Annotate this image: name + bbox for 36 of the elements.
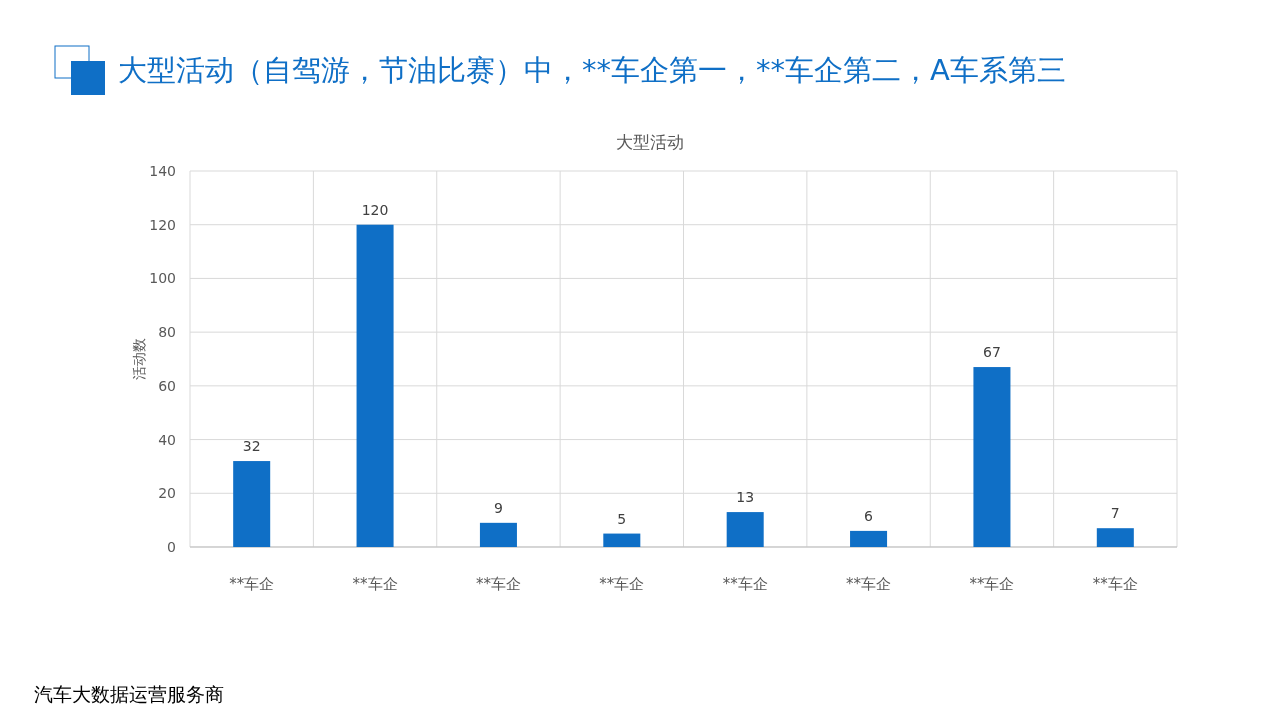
bar <box>479 522 517 547</box>
data-label: 67 <box>983 344 1001 361</box>
bar <box>850 530 888 547</box>
bar <box>726 512 764 547</box>
x-tick-label: **车企 <box>1092 575 1138 593</box>
bar <box>1096 528 1134 547</box>
x-tick-label: **车企 <box>969 575 1015 593</box>
y-axis-title: 活动数 <box>131 338 147 380</box>
y-tick-label: 0 <box>167 539 176 555</box>
bar <box>356 224 394 547</box>
chart-subtitle: 大型活动 <box>616 132 684 152</box>
bar <box>603 533 641 547</box>
bar <box>973 367 1011 547</box>
y-tick-label: 100 <box>149 270 176 287</box>
data-label: 5 <box>617 510 627 527</box>
x-tick-label: **车企 <box>475 575 521 593</box>
data-label: 7 <box>1110 505 1120 522</box>
x-tick-label: **车企 <box>352 575 398 593</box>
data-label: 6 <box>864 507 874 524</box>
x-tick-label: **车企 <box>722 575 768 593</box>
y-tick-label: 60 <box>158 377 176 394</box>
bar <box>233 461 271 547</box>
text: 汽车大数据运营服务商 <box>34 683 224 705</box>
data-label: 32 <box>242 438 261 455</box>
y-tick-label: 40 <box>158 431 176 448</box>
y-tick-label: 120 <box>149 216 176 233</box>
x-tick-label: **车企 <box>846 575 892 593</box>
data-label: 9 <box>493 499 503 516</box>
data-label: 120 <box>361 201 389 218</box>
chart-title: 大型活动（自驾游，节油比赛）中，**车企第一，**车企第二，A车系第三 <box>118 53 1066 87</box>
data-label: 13 <box>736 489 755 506</box>
x-tick-label: **车企 <box>229 575 275 593</box>
y-tick-label: 80 <box>158 324 176 341</box>
x-tick-label: **车企 <box>599 575 645 593</box>
y-tick-label: 20 <box>158 485 176 502</box>
y-tick-label: 140 <box>149 163 176 179</box>
